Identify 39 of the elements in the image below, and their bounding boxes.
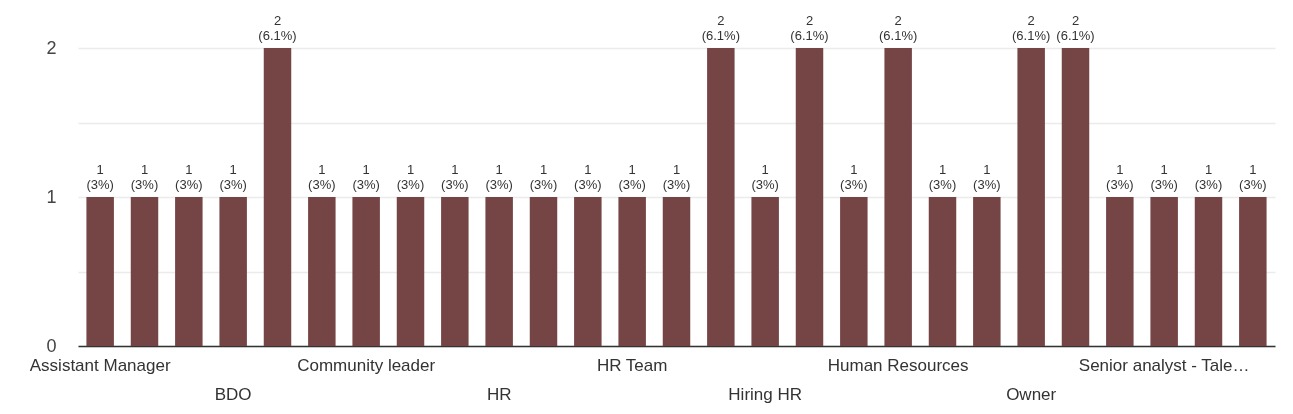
data-label: 1 (3%)	[1194, 162, 1223, 192]
x-tick-label: BDO	[214, 385, 252, 404]
data-label: 1 (3%)	[308, 162, 336, 192]
data-label: 1 (3%)	[1150, 162, 1178, 192]
y-tick-label: 1	[46, 186, 57, 207]
data-label: 1 (3%)	[840, 162, 868, 192]
data-label: 2 (6.1%)	[701, 13, 740, 43]
data-label: 1 (3%)	[618, 162, 646, 192]
data-label: 1 (3%)	[574, 162, 602, 192]
data-label: 1 (3%)	[928, 162, 957, 192]
data-label: 2 (6.1%)	[1012, 13, 1051, 43]
data-label: 1 (3%)	[396, 162, 425, 192]
x-tick-label: Community leader	[297, 356, 436, 375]
x-tick-label: Senior analyst - Tale…	[1078, 356, 1250, 375]
data-label: 1 (3%)	[219, 162, 247, 192]
data-label: 2 (6.1%)	[1056, 13, 1095, 43]
data-label: 1 (3%)	[662, 162, 691, 192]
x-tick-label: Hiring HR	[728, 385, 803, 404]
y-tick-label: 0	[46, 335, 57, 356]
data-label: 1 (3%)	[1239, 162, 1267, 192]
x-tick-label: Assistant Manager	[29, 356, 171, 375]
data-label: 1 (3%)	[175, 162, 203, 192]
data-label: 1 (3%)	[485, 162, 513, 192]
data-label: 1 (3%)	[751, 162, 779, 192]
data-label: 2 (6.1%)	[879, 13, 918, 43]
x-tick-label: HR Team	[596, 356, 668, 375]
data-label: 1 (3%)	[130, 162, 159, 192]
x-tick-label: Human Resources	[827, 356, 969, 375]
x-tick-label: Owner	[1006, 385, 1057, 404]
data-label: 1 (3%)	[973, 162, 1001, 192]
data-label: 1 (3%)	[1106, 162, 1134, 192]
data-label: 1 (3%)	[86, 162, 114, 192]
data-label: 1 (3%)	[529, 162, 558, 192]
x-tick-label: HR	[486, 385, 512, 404]
data-label: 2 (6.1%)	[790, 13, 829, 43]
data-label: 1 (3%)	[352, 162, 380, 192]
data-label: 1 (3%)	[441, 162, 469, 192]
data-label: 2 (6.1%)	[258, 13, 297, 43]
y-tick-label: 2	[46, 37, 57, 58]
